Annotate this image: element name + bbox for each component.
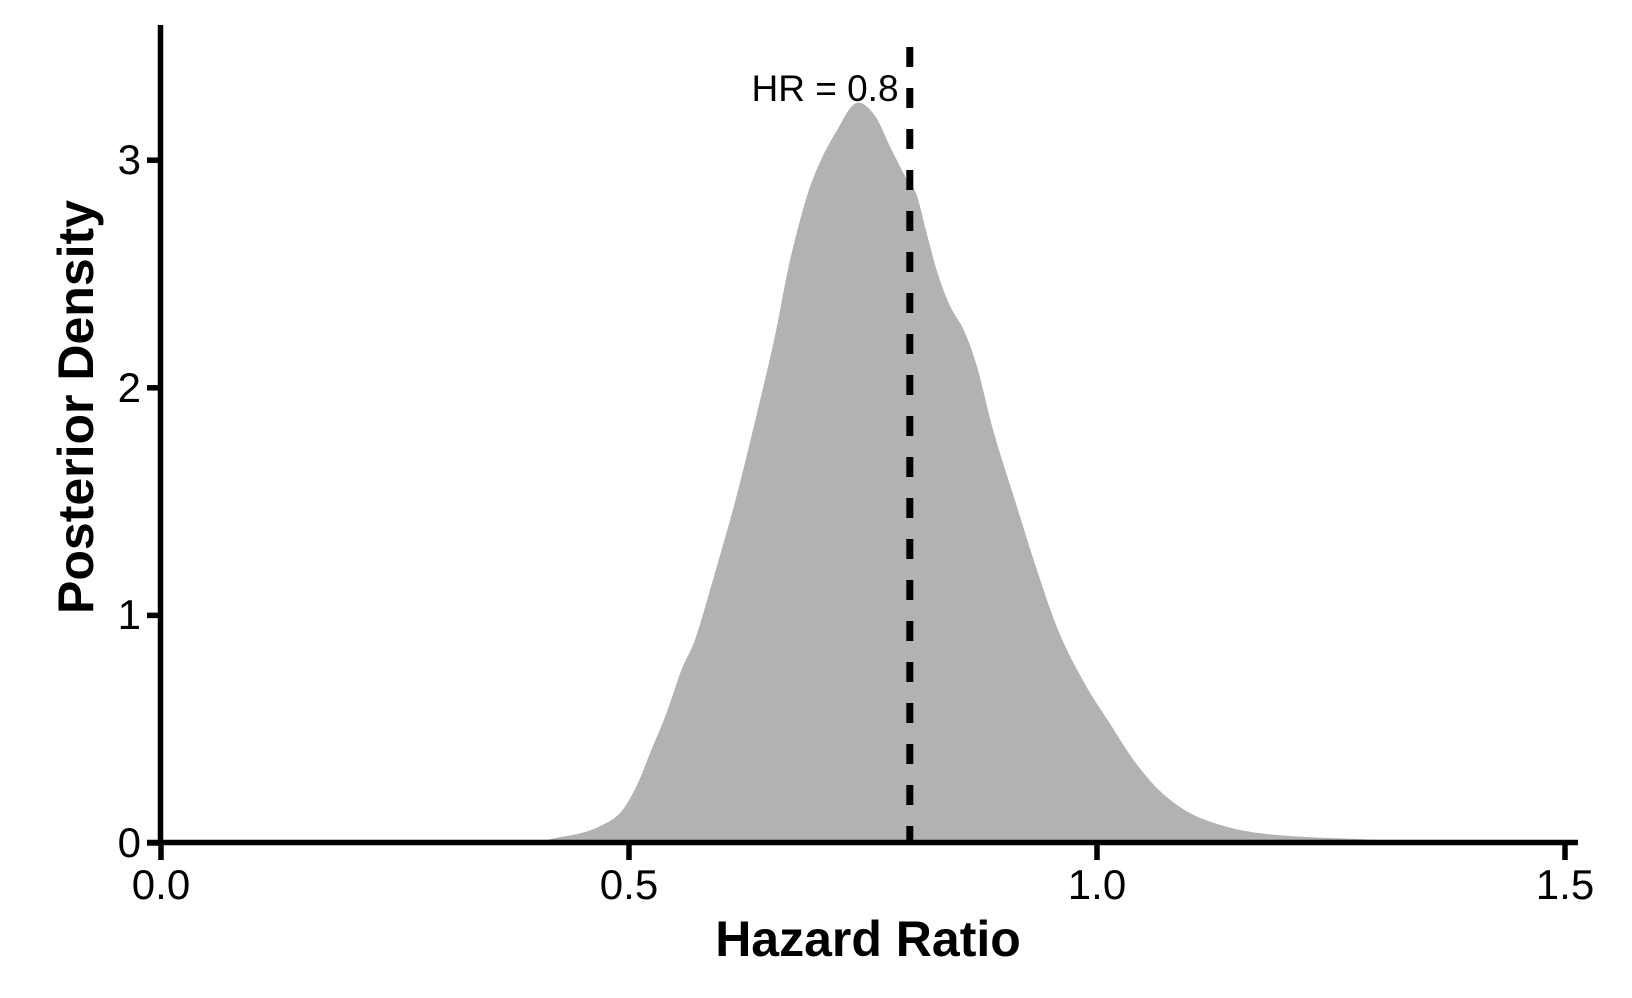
y-tick-label: 0 — [117, 819, 141, 866]
y-tick-label: 2 — [117, 363, 141, 411]
y-tick-label: 1 — [117, 591, 141, 639]
x-tick-label: 0.0 — [131, 861, 191, 908]
y-tick-label: 3 — [117, 136, 141, 184]
x-tick-label: 1.0 — [1067, 861, 1127, 908]
density-area — [535, 102, 1434, 844]
x-tick-label: 0.5 — [599, 861, 659, 908]
reference-annotation: HR = 0.8 — [751, 68, 899, 109]
x-tick-label: 1.5 — [1535, 861, 1595, 908]
x-axis-title: Hazard Ratio — [715, 911, 1021, 967]
